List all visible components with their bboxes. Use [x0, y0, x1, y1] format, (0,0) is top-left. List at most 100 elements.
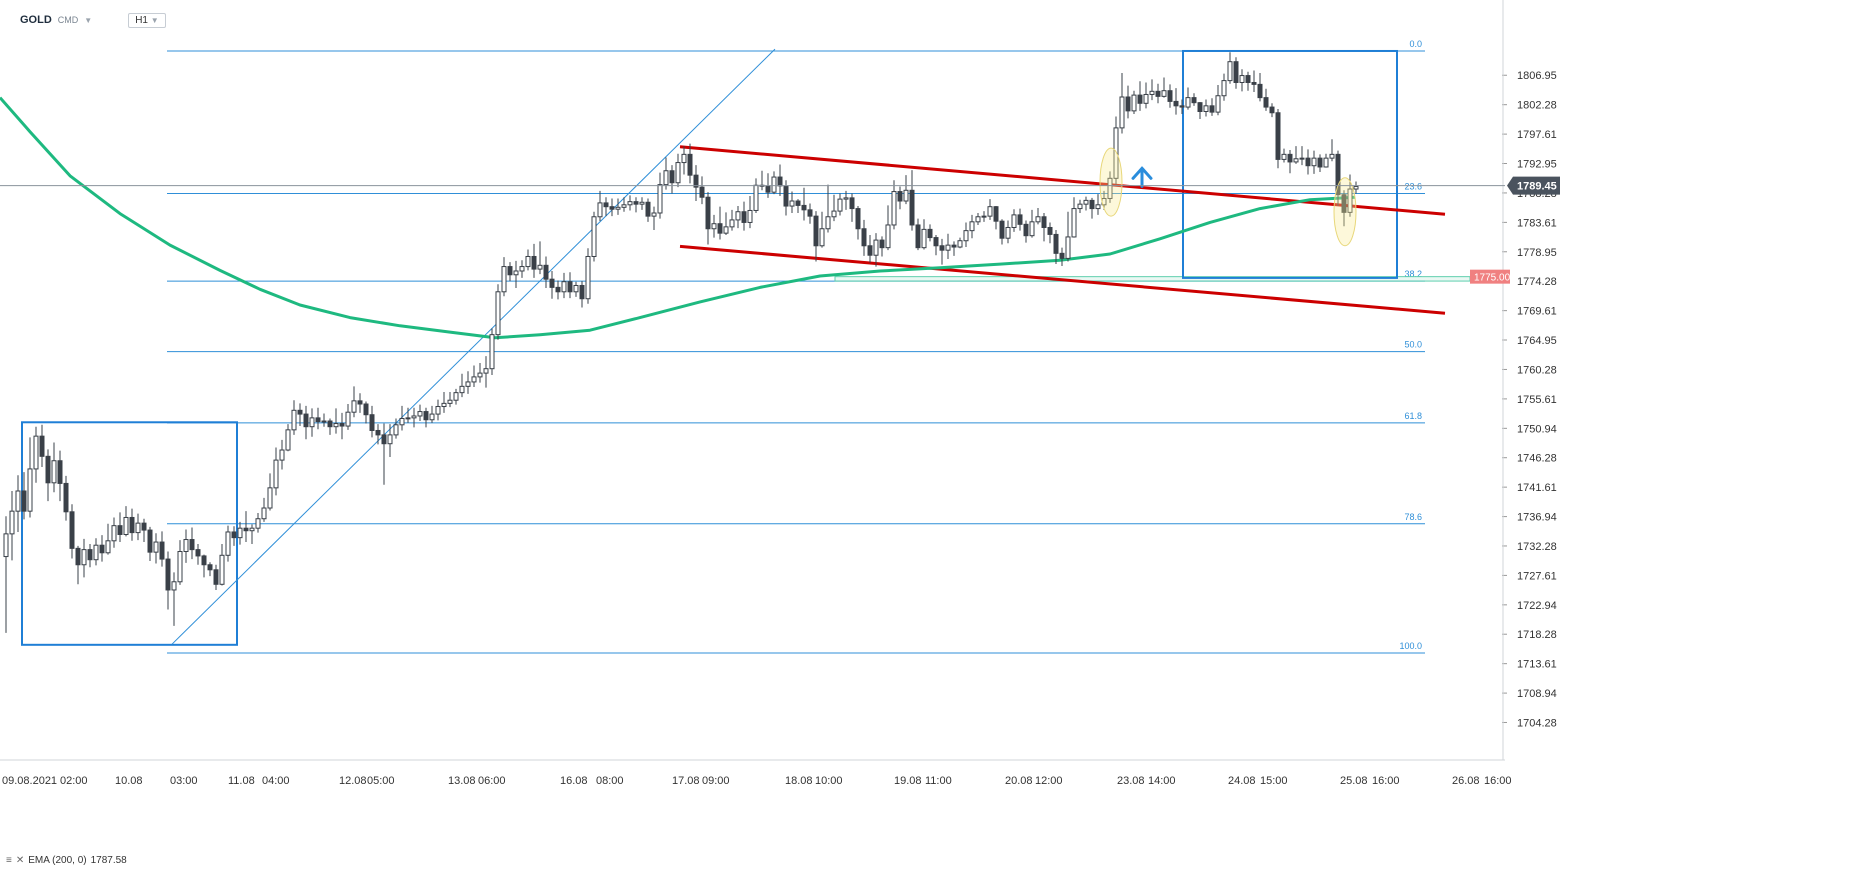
candle-body	[309, 417, 315, 428]
candle-body	[495, 291, 501, 336]
candle	[1011, 209, 1017, 232]
candle	[1089, 197, 1095, 219]
candle-body	[537, 264, 543, 270]
x-tick-label: 03:00	[170, 775, 198, 787]
y-tick-label: 1802.28	[1517, 100, 1557, 112]
candle-body	[747, 209, 753, 223]
candle	[345, 403, 351, 430]
symbol-label[interactable]: GOLD	[20, 14, 52, 26]
fib-level-label: 0.0	[1409, 39, 1422, 49]
candle	[507, 262, 513, 282]
candle	[363, 401, 369, 424]
candle-body	[951, 244, 957, 248]
candle	[897, 186, 903, 210]
candle-body	[1245, 75, 1251, 83]
candle	[1077, 199, 1083, 213]
candle	[177, 540, 183, 585]
indicator-remove-icon[interactable]: ✕	[15, 855, 25, 866]
candle-body	[1221, 80, 1227, 97]
candle-body	[177, 551, 183, 583]
candle-body	[147, 529, 153, 553]
candle-body	[933, 237, 939, 247]
indicator-value: 1787.58	[90, 855, 127, 866]
candle	[51, 442, 57, 493]
x-tick-label: 16.08	[560, 775, 588, 787]
candle-body	[555, 286, 561, 293]
candle	[291, 400, 297, 435]
indicator-settings-icon[interactable]: ≡	[6, 855, 12, 866]
candle	[1323, 153, 1329, 168]
candle-body	[993, 206, 999, 222]
candle	[723, 212, 729, 236]
candle	[171, 572, 177, 626]
candle	[255, 513, 261, 533]
candle-body	[153, 541, 159, 553]
candle-body	[237, 527, 243, 539]
y-tick-label: 1741.61	[1517, 482, 1557, 494]
candle	[699, 176, 705, 205]
candle-body	[1149, 90, 1155, 95]
candle-body	[1251, 81, 1257, 85]
candle-body	[1167, 90, 1173, 102]
y-tick-label: 1797.61	[1517, 129, 1557, 141]
x-tick-label: 17.08	[672, 775, 700, 787]
candle	[1035, 207, 1041, 225]
x-tick-label: 20.08	[1005, 775, 1033, 787]
current-price-tag	[1507, 176, 1560, 195]
candle	[909, 170, 915, 231]
candle	[687, 143, 693, 184]
candle-body	[705, 196, 711, 230]
candle-body	[1137, 94, 1143, 104]
candle-body	[1089, 199, 1095, 210]
candle	[471, 365, 477, 387]
candle	[771, 171, 777, 195]
candle	[609, 198, 615, 217]
candle	[321, 413, 327, 427]
symbol-dropdown-icon[interactable]: ▼	[84, 15, 93, 25]
candle-body	[87, 549, 93, 561]
candle-body	[645, 201, 651, 217]
candle-body	[315, 417, 321, 423]
candle	[279, 439, 285, 470]
candle-body	[435, 406, 441, 415]
candle-body	[63, 482, 69, 513]
candle	[219, 543, 225, 586]
candle-body	[1125, 96, 1131, 112]
candle	[819, 211, 825, 248]
timeframe-select[interactable]: H1 ▼	[128, 12, 166, 28]
candle-body	[45, 455, 51, 484]
candle	[237, 521, 243, 545]
highlight-ellipse	[1333, 177, 1357, 247]
candle	[621, 197, 627, 212]
candle-body	[687, 153, 693, 176]
current-price-label: 1789.45	[1517, 181, 1557, 193]
candle	[627, 195, 633, 211]
candle-body	[609, 206, 615, 210]
candle	[1107, 171, 1113, 203]
candle	[1305, 149, 1311, 175]
candle	[1197, 102, 1203, 120]
candle	[453, 388, 459, 405]
candle	[645, 198, 651, 222]
candle-body	[783, 185, 789, 207]
level-tag-label: 1775.00	[1474, 273, 1511, 284]
candle	[1155, 83, 1161, 104]
y-tick-label: 1708.94	[1517, 688, 1557, 700]
candle-body	[549, 278, 555, 288]
candle-body	[483, 368, 489, 374]
candle-body	[891, 191, 897, 226]
candle	[213, 564, 219, 590]
candle	[165, 551, 171, 610]
candle	[249, 524, 255, 544]
candle	[759, 170, 765, 191]
candle	[399, 405, 405, 431]
fib-level-label: 61.8	[1404, 411, 1422, 421]
candle-body	[15, 490, 21, 512]
candle	[117, 512, 123, 543]
candle-body	[927, 228, 933, 239]
candle-body	[663, 170, 669, 186]
candle-body	[1197, 102, 1203, 112]
candle	[429, 405, 435, 423]
candle	[1059, 247, 1065, 266]
